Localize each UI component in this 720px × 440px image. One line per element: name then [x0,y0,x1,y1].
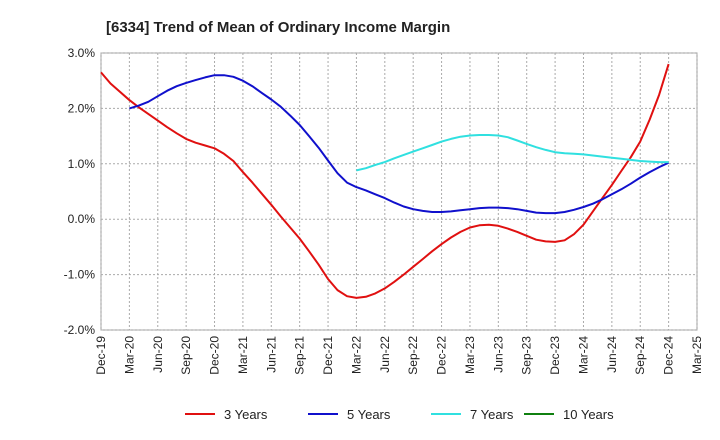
y-tick-label: 0.0% [68,212,96,226]
y-tick-label: -2.0% [64,323,96,337]
legend-label: 7 Years [470,407,514,422]
x-tick-label: Jun-21 [264,336,278,373]
x-tick-label: Jun-20 [151,336,165,373]
series-line [356,134,669,172]
y-tick-label: 2.0% [68,101,96,115]
x-tick-label: Dec-22 [435,336,449,375]
series-lines [100,63,670,299]
x-tick-label: Jun-23 [491,336,505,373]
legend-label: 5 Years [347,407,391,422]
legend: 3 Years 5 Years 7 Years 10 Years [185,407,614,422]
x-tick-label: Mar-21 [236,336,250,374]
y-axis-ticks: 3.0% 2.0% 1.0% 0.0% -1.0% -2.0% [64,46,96,337]
y-tick-label: -1.0% [64,268,96,282]
x-tick-label: Jun-22 [378,336,392,373]
x-tick-label: Mar-23 [463,336,477,374]
x-tick-label: Dec-19 [94,336,108,375]
chart-title: [6334] Trend of Mean of Ordinary Income … [106,19,450,36]
series-line [100,63,670,299]
x-tick-label: Mar-22 [349,336,363,374]
x-tick-label: Mar-24 [576,336,590,374]
x-tick-label: Sep-20 [179,336,193,375]
x-tick-label: Sep-23 [520,336,534,375]
x-tick-label: Jun-24 [605,336,619,373]
x-tick-label: Mar-20 [122,336,136,374]
legend-label: 10 Years [563,407,614,422]
x-tick-label: Sep-24 [633,336,647,375]
x-axis-ticks: Dec-19 Mar-20 Jun-20 Sep-20 Dec-20 Mar-21 Jun-… [94,336,704,375]
plot-area [100,52,698,331]
legend-label: 3 Years [224,407,268,422]
grid-lines [100,52,698,331]
x-tick-label: Dec-24 [662,336,676,375]
x-tick-label: Dec-23 [548,336,562,375]
x-tick-label: Dec-21 [321,336,335,375]
series-line [129,74,670,215]
x-tick-label: Sep-21 [293,336,307,375]
x-tick-label: Sep-22 [406,336,420,375]
x-tick-label: Dec-20 [208,336,222,375]
y-tick-label: 3.0% [68,46,96,60]
y-tick-label: 1.0% [68,157,96,171]
x-tick-label: Mar-25 [690,336,704,374]
